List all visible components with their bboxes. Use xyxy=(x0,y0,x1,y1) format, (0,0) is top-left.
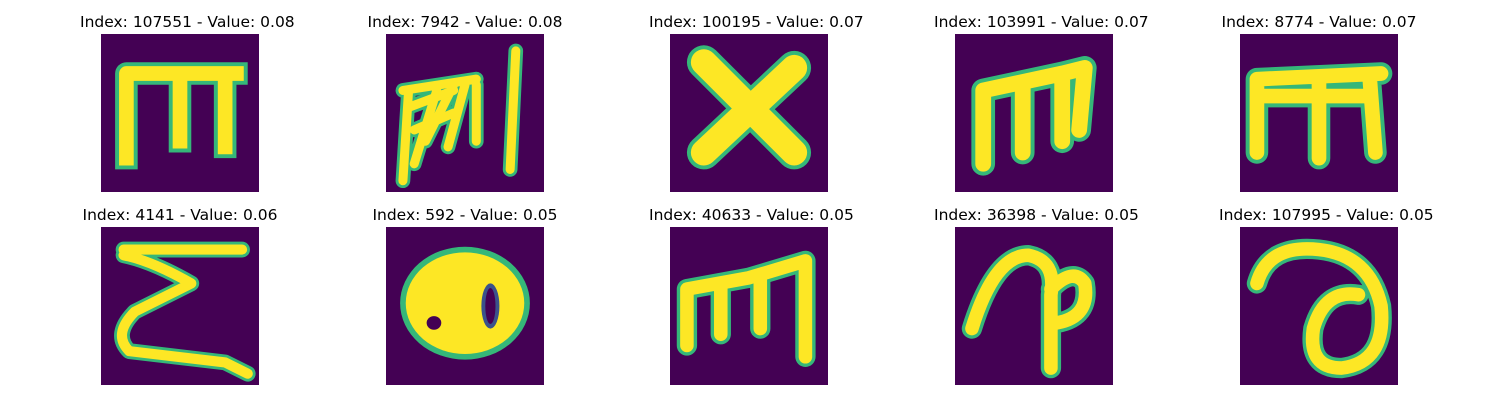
glyph-image xyxy=(386,227,544,385)
panel-title: Index: 36398 - Value: 0.05 xyxy=(934,206,1139,224)
panel-8: Index: 40633 - Value: 0.05 xyxy=(649,205,854,390)
panel-9: Index: 36398 - Value: 0.05 xyxy=(934,205,1139,390)
panel-title: Index: 100195 - Value: 0.07 xyxy=(649,13,864,31)
panel-title: Index: 8774 - Value: 0.07 xyxy=(1221,13,1417,31)
panel-6: Index: 4141 - Value: 0.06 xyxy=(80,205,280,390)
glyph-image xyxy=(1240,227,1398,385)
panel-3: Index: 100195 - Value: 0.07 xyxy=(649,12,864,197)
glyph-image xyxy=(955,227,1113,385)
panel-title: Index: 592 - Value: 0.05 xyxy=(372,206,558,224)
panel-title: Index: 103991 - Value: 0.07 xyxy=(934,13,1149,31)
panel-5: Index: 8774 - Value: 0.07 xyxy=(1219,12,1419,197)
glyph-image xyxy=(670,34,828,192)
panel-title: Index: 107551 - Value: 0.08 xyxy=(80,13,295,31)
panel-2: Index: 7942 - Value: 0.08 xyxy=(365,12,565,197)
panel-title: Index: 4141 - Value: 0.06 xyxy=(82,206,278,224)
glyph-image xyxy=(1240,34,1398,192)
panel-title: Index: 7942 - Value: 0.08 xyxy=(367,13,563,31)
glyph-image xyxy=(101,34,259,192)
glyph-image xyxy=(670,227,828,385)
panel-title: Index: 107995 - Value: 0.05 xyxy=(1219,206,1434,224)
panel-4: Index: 103991 - Value: 0.07 xyxy=(934,12,1149,197)
glyph-image xyxy=(955,34,1113,192)
panel-10: Index: 107995 - Value: 0.05 xyxy=(1219,205,1434,390)
panel-title: Index: 40633 - Value: 0.05 xyxy=(649,206,854,224)
glyph-image xyxy=(386,34,544,192)
glyph-image xyxy=(101,227,259,385)
panel-7: Index: 592 - Value: 0.05 xyxy=(365,205,565,390)
panel-1: Index: 107551 - Value: 0.08 xyxy=(80,12,295,197)
